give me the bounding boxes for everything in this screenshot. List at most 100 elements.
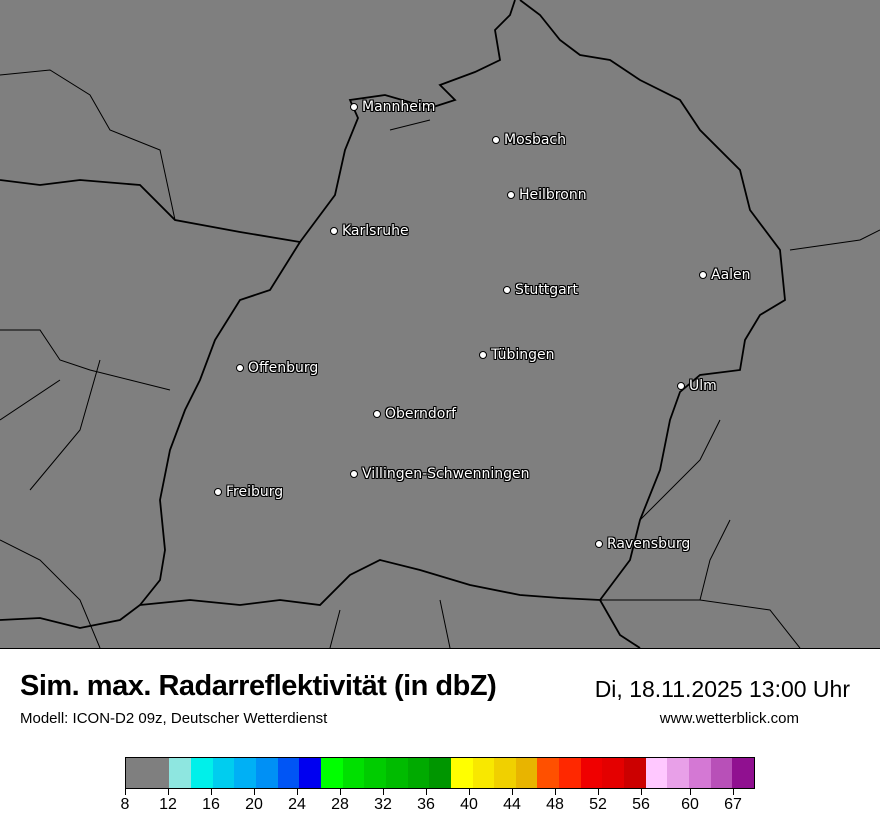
colorbar-tick-label: 8 [120,796,130,813]
colorbar-segment [710,758,733,788]
city-label: Mannheim [362,99,436,115]
colorbar-tick [254,789,255,795]
colorbar-segment [450,758,473,788]
colorbar-tick-label: 16 [202,796,220,813]
model-source: Modell: ICON-D2 09z, Deutscher Wetterdie… [20,710,328,727]
colorbar-segment [494,758,516,788]
colorbar-tick [690,789,691,795]
forecast-datetime: Di, 18.11.2025 13:00 Uhr [594,676,850,702]
colorbar-tick-label: 28 [331,796,349,813]
city-dot-icon [503,286,511,294]
city-dot-icon [214,488,222,496]
city-marker: Offenburg [236,360,318,376]
weather-map: Mannheim Mosbach Heilbronn Karlsruhe Aalen St… [0,0,880,649]
colorbar-tick [469,789,470,795]
colorbar-tick [211,789,212,795]
city-marker: Oberndorf [373,406,456,422]
colorbar-ticks: 8 12 16 20 24 28 32 36 40 44 48 52 56 60 67 [121,789,755,829]
colorbar-tick-label: 52 [589,796,607,813]
colorbar-segment [429,758,451,788]
colorbar-segment [645,758,668,788]
colorbar-tick-label: 40 [460,796,478,813]
colorbar-tick-label: 12 [159,796,177,813]
city-dot-icon [595,540,603,548]
colorbar-segment [537,758,560,788]
city-dot-icon [479,351,487,359]
colorbar-segment [169,758,191,788]
city-label: Ulm [689,378,717,394]
colorbar-tick [125,789,126,795]
city-marker: Villingen-Schwenningen [350,466,530,482]
city-dot-icon [350,470,358,478]
website-link[interactable]: www.wetterblick.com [659,710,799,727]
city-dot-icon [507,191,515,199]
colorbar-segment [320,758,343,788]
city-marker: Heilbronn [507,187,587,203]
city-marker: Aalen [699,267,751,283]
city-label: Oberndorf [385,406,457,422]
colorbar-segment [364,758,386,788]
colorbar-tick [641,789,642,795]
colorbar-tick [426,789,427,795]
border-lines [0,0,880,648]
colorbar-tick-label: 56 [632,796,650,813]
colorbar-segment [299,758,321,788]
colorbar-tick [340,789,341,795]
city-label: Heilbronn [519,187,587,203]
colorbar-segment [515,758,538,788]
colorbar-tick-label: 60 [681,796,699,813]
city-label: Freiburg [226,484,284,500]
colorbar-tick [383,789,384,795]
colorbar-segment [234,758,256,788]
colorbar-tick-label: 67 [724,796,742,813]
city-marker: Ravensburg [595,536,690,552]
city-dot-icon [699,271,707,279]
city-label: Villingen-Schwenningen [362,466,530,482]
city-dot-icon [236,364,244,372]
colorbar-tick [168,789,169,795]
country-border-france [0,179,302,629]
state-border-bw [299,0,786,601]
city-dot-icon [492,136,500,144]
colorbar-segment [407,758,430,788]
colorbar-tick [733,789,734,795]
colorbar-segment [255,758,278,788]
colorbar-tick-label: 36 [417,796,435,813]
colorbar-tick-label: 32 [374,796,392,813]
colorbar-tick [598,789,599,795]
city-label: Ravensburg [607,536,691,552]
regional-lines [0,69,880,648]
colorbar-segment [559,758,581,788]
city-marker: Ulm [677,378,717,394]
colorbar-tick [512,789,513,795]
city-dot-icon [330,227,338,235]
city-dot-icon [350,103,358,111]
city-label: Tübingen [491,347,555,363]
colorbar-segment [385,758,408,788]
city-label: Stuttgart [515,282,578,298]
colorbar-tick-label: 24 [288,796,306,813]
city-marker: Tübingen [479,347,555,363]
colorbar-segment [689,758,711,788]
city-dot-icon [373,410,381,418]
colorbar-tick [297,789,298,795]
city-marker: Mosbach [492,132,566,148]
colorbar-tick-label: 20 [245,796,263,813]
colorbar-segment [342,758,365,788]
city-label: Aalen [711,267,751,283]
colorbar-segment [190,758,213,788]
colorbar-segment [212,758,235,788]
city-label: Offenburg [248,360,319,376]
colorbar-segment [580,758,603,788]
colorbar-segment [472,758,495,788]
colorbar-segment [624,758,646,788]
city-marker: Stuttgart [503,282,578,298]
country-border-switzerland [139,559,641,648]
colorbar-tick-label: 48 [546,796,564,813]
colorbar [125,757,755,789]
colorbar-segment [126,758,170,788]
city-marker: Karlsruhe [330,223,409,239]
city-marker: Mannheim [350,99,435,115]
city-label: Mosbach [504,132,566,148]
colorbar-tick-label: 44 [503,796,521,813]
